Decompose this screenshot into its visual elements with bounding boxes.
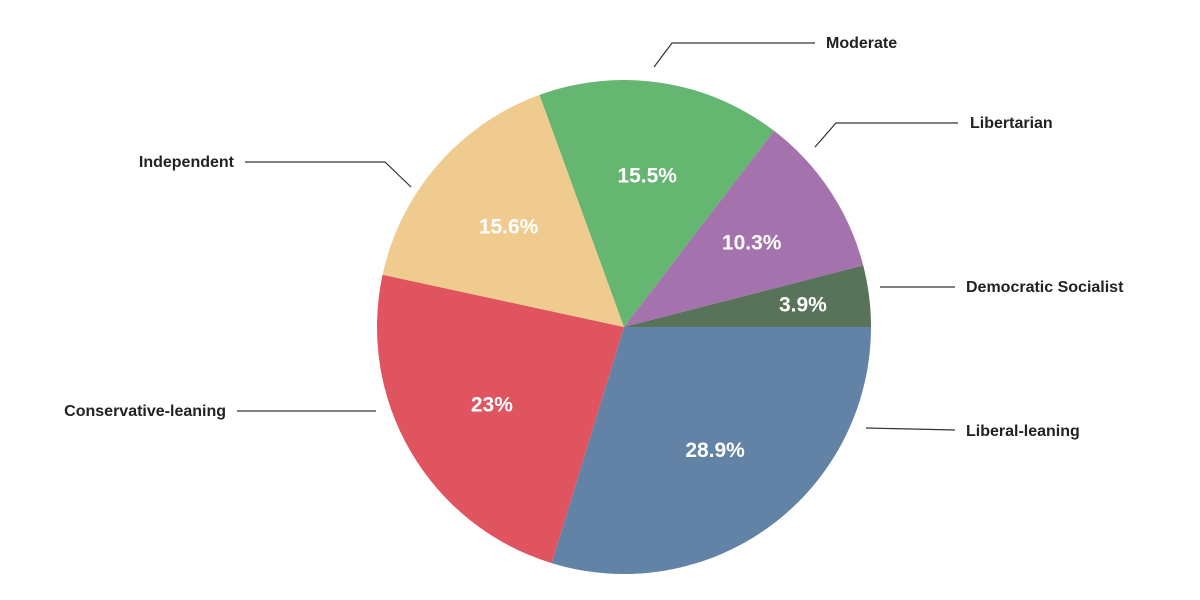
slice-conservative-leaning: [377, 274, 624, 564]
slice-liberal-leaning: [551, 327, 871, 574]
leader-line-liberal-leaning: [865, 427, 956, 431]
leader-line-libertarian: [814, 122, 958, 148]
pie-slices: [377, 80, 871, 574]
value-label-conservative-leaning: 23%: [471, 393, 513, 416]
value-label-moderate: 15.5%: [617, 165, 677, 188]
category-labels: Liberal-leaning Conservative-leaning Indep…: [64, 35, 1124, 440]
slice-moderate: [539, 80, 775, 327]
slice-independent: [382, 94, 624, 328]
value-label-libertarian: 10.3%: [722, 231, 782, 254]
value-label-liberal-leaning: 28.9%: [685, 439, 745, 462]
value-label-democratic-socialist: 3.9%: [779, 293, 827, 316]
slice-libertarian: [624, 130, 864, 327]
value-label-independent: 15.6%: [479, 215, 539, 238]
category-label-democratic-socialist: Democratic Socialist: [966, 279, 1124, 296]
leader-line-independent: [245, 161, 412, 188]
category-label-conservative-leaning: Conservative-leaning: [64, 403, 226, 420]
leader-lines: [237, 42, 958, 431]
category-label-independent: Independent: [139, 154, 235, 171]
leader-line-moderate: [653, 42, 815, 68]
slice-democratic-socialist: [624, 265, 871, 327]
category-label-libertarian: Libertarian: [970, 115, 1053, 132]
category-label-moderate: Moderate: [826, 35, 897, 52]
category-label-liberal-leaning: Liberal-leaning: [966, 423, 1080, 440]
percentage-labels: 28.9% 23% 15.6% 15.5% 10.3% 3.9%: [471, 165, 827, 463]
